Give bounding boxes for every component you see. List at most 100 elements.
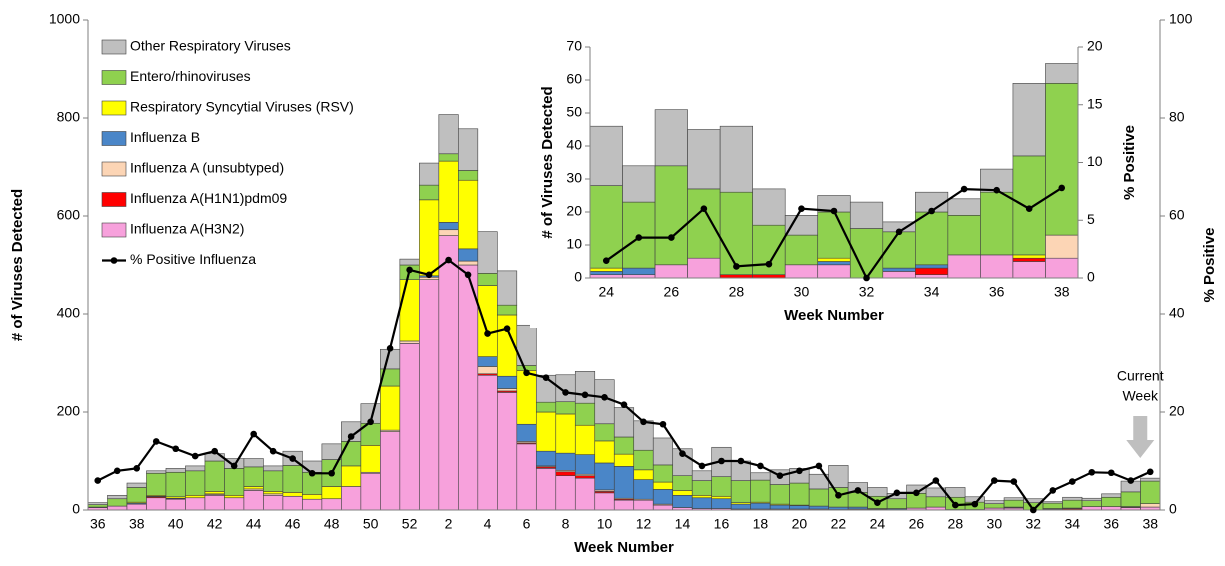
line-marker	[133, 465, 141, 472]
bar-segment	[204, 491, 225, 495]
bar-segment	[1012, 83, 1046, 157]
x-tick-label: 24	[870, 516, 886, 532]
line-marker	[347, 433, 355, 440]
bar-segment	[497, 375, 518, 389]
x-axis-title: Week Number	[574, 539, 674, 556]
bar-segment	[419, 199, 440, 277]
bar-segment	[458, 260, 479, 266]
x-tick-label: 34	[924, 284, 940, 300]
bar-segment	[458, 128, 479, 171]
y2-tick-label: 10	[1087, 153, 1103, 169]
bar-segment	[769, 504, 790, 510]
line-marker	[815, 462, 823, 470]
bar-segment	[341, 465, 362, 487]
bar-segment	[915, 211, 949, 266]
y-tick-label: 60	[566, 71, 582, 87]
bar-segment	[302, 498, 323, 511]
bar-segment	[691, 497, 713, 509]
line-marker	[601, 394, 608, 401]
bar-segment	[243, 458, 264, 468]
line-marker	[952, 501, 959, 509]
bar-segment	[828, 465, 849, 488]
bar-segment	[458, 248, 479, 262]
bar-segment	[243, 466, 264, 487]
x-tick-label: 34	[1065, 516, 1081, 532]
line-marker	[1068, 478, 1076, 485]
bar-segment	[574, 454, 596, 475]
bar-segment	[882, 267, 916, 272]
bar-segment	[477, 356, 498, 367]
line-marker	[211, 447, 218, 455]
bar-segment	[594, 379, 615, 425]
bar-segment	[1045, 234, 1079, 259]
bar-segment	[107, 505, 128, 511]
line-marker	[835, 492, 842, 499]
bar-segment	[126, 503, 147, 511]
bar-segment	[399, 258, 420, 266]
bar-segment	[589, 125, 623, 186]
y-tick-label: 10	[566, 236, 582, 252]
bar-segment	[1101, 493, 1122, 498]
bar-segment	[594, 492, 615, 511]
bar-segment	[321, 443, 342, 460]
bar-segment	[594, 423, 615, 442]
y-axis-title: # of Viruses Detected	[9, 189, 26, 341]
line-marker	[289, 455, 296, 462]
x-tick-label: 26	[664, 284, 680, 300]
bar-segment	[613, 436, 635, 455]
bar-segment	[555, 475, 576, 511]
x-tick-label: 16	[714, 516, 730, 532]
bar-segment	[808, 488, 829, 507]
bar-segment	[719, 125, 753, 193]
x-tick-label: 42	[207, 516, 223, 532]
legend-label: Influenza A(H3N2)	[130, 221, 244, 237]
bar-segment	[691, 470, 713, 481]
bar-segment	[633, 449, 654, 471]
line-marker	[425, 271, 433, 279]
line-marker	[679, 450, 686, 457]
bar-segment	[1140, 480, 1161, 504]
bar-segment	[243, 486, 264, 490]
bar-segment	[165, 468, 186, 473]
y-tick-label: 200	[57, 403, 81, 419]
legend-swatch	[101, 222, 127, 238]
line-marker	[503, 325, 511, 333]
legend-label: Other Respiratory Viruses	[130, 38, 291, 54]
bar-segment	[882, 271, 916, 279]
bar-segment	[399, 343, 420, 511]
y-tick-label: 0	[574, 269, 582, 285]
line-marker	[863, 274, 870, 282]
y2-tick-label: 100	[1169, 11, 1193, 27]
line-marker	[893, 489, 901, 497]
line-marker	[445, 256, 452, 264]
line-marker	[1025, 205, 1033, 212]
x-tick-label: 36	[1103, 516, 1119, 532]
bar-segment	[438, 160, 459, 223]
bar-segment	[185, 497, 206, 511]
bar-segment	[750, 502, 771, 510]
legend-swatch	[101, 39, 127, 55]
bar-segment	[555, 452, 576, 471]
bar-segment	[419, 184, 440, 201]
bar-segment	[555, 471, 576, 476]
y2-tick-label: 0	[1169, 501, 1177, 517]
bar-segment	[438, 235, 459, 511]
line-marker	[659, 420, 667, 428]
bar-segment	[769, 484, 790, 505]
x-tick-label: 40	[168, 516, 184, 532]
x-tick-label: 22	[831, 516, 847, 532]
bar-segment	[477, 366, 498, 375]
bar-segment	[302, 494, 323, 500]
bar-segment	[980, 254, 1014, 279]
bar-segment	[1045, 257, 1079, 279]
bar-segment	[497, 304, 518, 316]
x-tick-label: 26	[909, 516, 925, 532]
line-marker	[386, 345, 394, 352]
y2-tick-label: 15	[1087, 95, 1103, 111]
legend-swatch	[101, 100, 127, 116]
bar-segment	[652, 504, 674, 511]
line-marker	[932, 477, 940, 484]
line-marker	[191, 452, 199, 460]
